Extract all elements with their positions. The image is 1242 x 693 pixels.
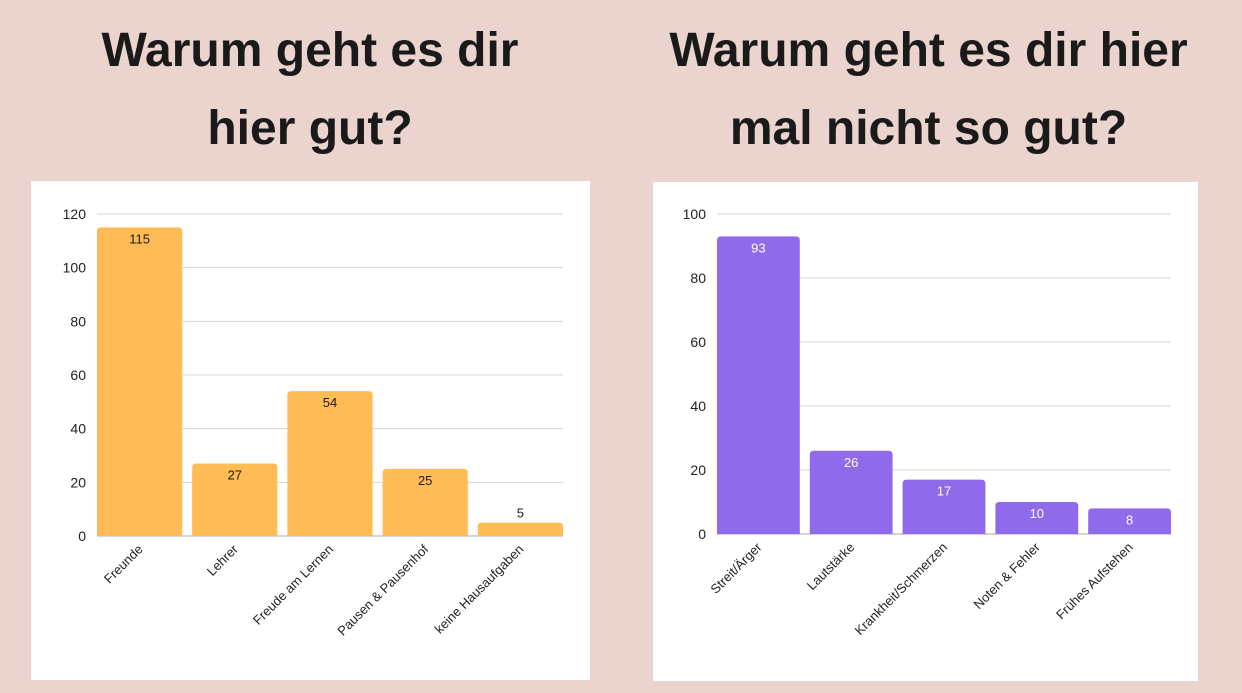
bar — [902, 479, 986, 534]
x-tick-label: Streit/Ärger — [707, 539, 765, 597]
bar — [97, 227, 183, 536]
bar — [1088, 508, 1171, 534]
x-tick-label: Noten & Fehler — [970, 539, 1043, 612]
title-line: Warum geht es dir — [101, 24, 519, 77]
data-label: 27 — [228, 468, 242, 483]
x-tick-label: Frühes Aufstehen — [1053, 540, 1136, 623]
bar — [477, 522, 563, 536]
y-tick-label: 20 — [70, 474, 86, 490]
title-line: Warum geht es dir hier — [669, 24, 1188, 77]
data-label: 115 — [129, 231, 150, 246]
title-line: mal nicht so gut? — [729, 102, 1128, 155]
data-label: 25 — [418, 473, 432, 488]
bar — [809, 450, 893, 534]
y-tick-label: 0 — [698, 526, 706, 542]
x-tick-label: Freunde — [101, 542, 146, 587]
data-label: 5 — [517, 506, 524, 521]
y-tick-label: 80 — [690, 270, 706, 286]
x-tick-label: Krankheit/Schmerzen — [852, 540, 950, 638]
bar — [287, 391, 373, 536]
y-tick-label: 60 — [70, 367, 86, 383]
chart-title-right: Warum geht es dir hier mal nicht so gut? — [615, 12, 1242, 168]
y-tick-label: 40 — [70, 421, 86, 437]
y-tick-label: 40 — [690, 398, 706, 414]
bar — [717, 236, 800, 534]
x-tick-label: Lehrer — [204, 541, 242, 579]
data-label: 8 — [1126, 512, 1133, 527]
data-label: 17 — [937, 484, 951, 499]
x-tick-label: Lautstärke — [804, 540, 858, 594]
x-tick-label: Freude am Lernen — [250, 542, 336, 628]
y-tick-label: 20 — [690, 462, 706, 478]
y-tick-label: 120 — [63, 206, 87, 222]
data-label: 10 — [1030, 506, 1044, 521]
bar — [382, 468, 468, 536]
chart-title-left: Warum geht es dir hier gut? — [20, 12, 600, 168]
x-tick-label: Pausen & Pausenhof — [334, 541, 431, 638]
y-tick-label: 100 — [63, 260, 87, 276]
y-tick-label: 80 — [70, 313, 86, 329]
bar — [192, 463, 278, 536]
bar — [995, 502, 1079, 534]
data-label: 54 — [323, 395, 337, 410]
title-line: hier gut? — [207, 102, 413, 155]
x-tick-label: keine Hausaufgaben — [432, 542, 527, 637]
data-label: 26 — [844, 455, 858, 470]
y-tick-label: 60 — [690, 334, 706, 350]
data-label: 93 — [751, 240, 765, 255]
y-tick-label: 0 — [78, 528, 86, 544]
y-tick-label: 100 — [683, 206, 707, 222]
